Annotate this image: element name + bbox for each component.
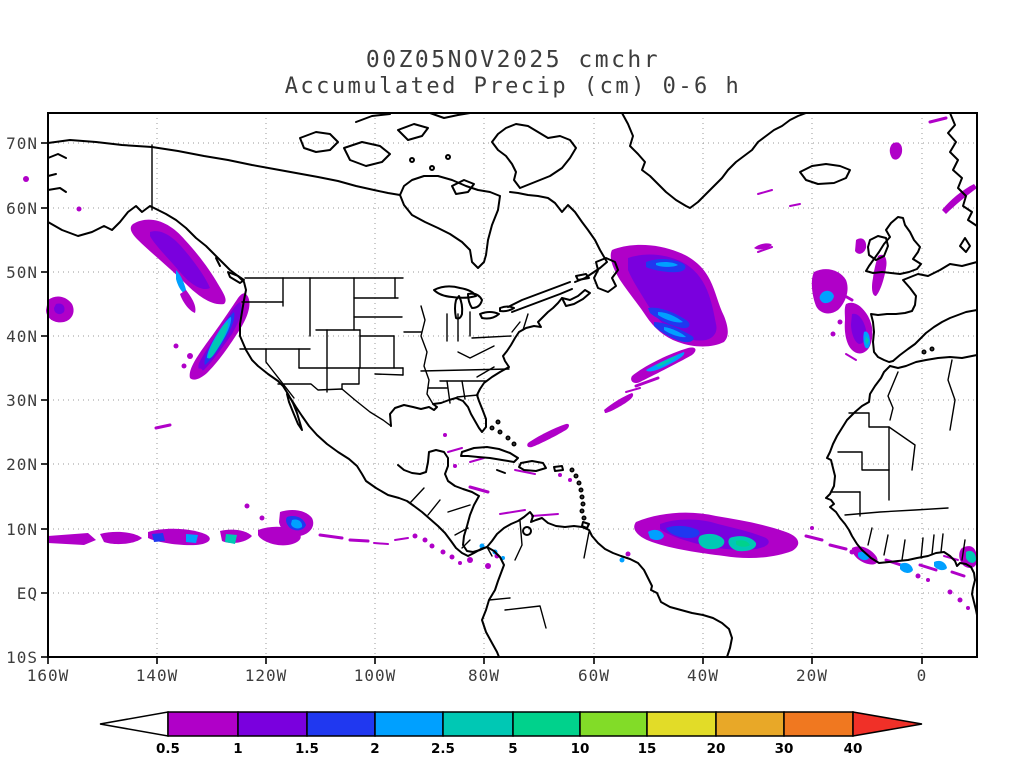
lon-label: 100W [354,666,397,685]
colorbar-level: 15 [638,741,657,757]
lat-label: EQ [17,584,38,603]
lat-label: 30N [6,391,38,410]
colorbar-level: 30 [775,741,794,757]
colorbar-segment [579,711,648,737]
lat-label: 10S [6,648,38,667]
title-line2: Accumulated Precip (cm) 0-6 h [285,74,742,99]
colorbar-level: 2.5 [431,741,455,757]
political-borders [151,144,966,629]
colorbar-level: 2 [370,741,379,757]
colorbar-segment [167,711,239,737]
lat-label: 40N [6,327,38,346]
lon-label: 120W [245,666,288,685]
colorbar-level: 10 [571,741,590,757]
lon-label: 0 [917,666,928,685]
colorbar-segment [512,711,581,737]
lon-axis-labels: 160W 140W 120W 100W 80W 60W 40W 20W 0 [27,666,928,685]
colorbar-below-arrow [99,711,169,737]
lon-label: 160W [27,666,70,685]
lon-label: 140W [136,666,179,685]
precip-shading [23,116,977,610]
colorbar-level: 20 [707,741,726,757]
lat-axis-labels: 70N 60N 50N 40N 30N 20N 10N EQ 10S [6,134,38,667]
colorbar-level: 1.5 [295,741,319,757]
lon-label: 20W [796,666,828,685]
colorbar-segment [715,711,785,737]
lon-label: 80W [468,666,500,685]
colorbar-segment [374,711,444,737]
graticule-gridlines [48,113,977,657]
colorbar-segment [442,711,514,737]
colorbar-level: 40 [844,741,863,757]
lat-label: 20N [6,455,38,474]
lat-label: 10N [6,520,38,539]
colorbar-segment [783,711,854,737]
colorbar-level: 0.5 [156,741,180,757]
coastlines [47,112,978,658]
colorbar-labels: 0.5 1 1.5 2 2.5 5 10 15 20 30 40 [156,741,862,757]
colorbar-level: 1 [233,741,242,757]
colorbar-level: 5 [508,741,517,757]
lat-label: 50N [6,263,38,282]
colorbar-above-arrow [852,711,923,737]
colorbar-segment [646,711,717,737]
lat-label: 60N [6,199,38,218]
colorbar-segment [237,711,308,737]
colorbar: 0.5 1 1.5 2 2.5 5 10 15 20 30 40 [99,711,923,757]
lon-label: 40W [687,666,719,685]
colorbar-segment [306,711,376,737]
lat-label: 70N [6,134,38,153]
title-line1: 00Z05NOV2025 cmchr [366,47,660,73]
plot-title: 00Z05NOV2025 cmchr Accumulated Precip (c… [285,47,742,99]
lon-label: 60W [578,666,610,685]
map-frame [47,112,978,658]
axis-ticks [41,142,923,664]
